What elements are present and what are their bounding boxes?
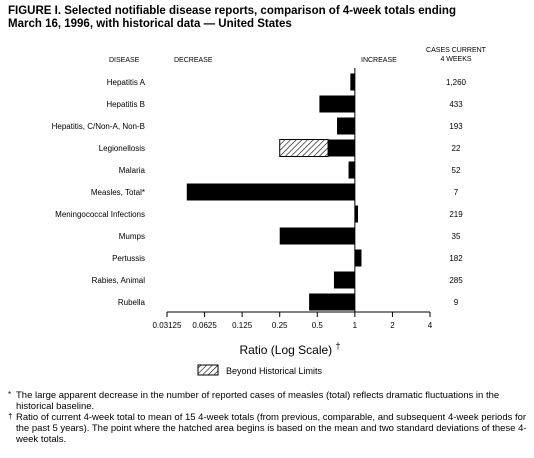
ratio-bar <box>186 183 355 201</box>
x-axis-label-text: Ratio (Log Scale) <box>239 343 332 357</box>
cases-value: 219 <box>449 210 463 219</box>
header-cases-line-1: CASES CURRENT <box>426 47 487 54</box>
header-increase: INCREASE <box>361 57 397 64</box>
cases-value: 52 <box>452 166 461 175</box>
chart-row: Meningococcal Infections 219 <box>55 205 463 223</box>
footnote-symbol: † <box>8 412 13 421</box>
chart-row: Rubella 9 <box>118 293 459 311</box>
x-axis-label-dagger: † <box>336 341 341 351</box>
ratio-bar <box>337 117 355 135</box>
cases-value: 193 <box>449 122 463 131</box>
footnote-measles: * The large apparent decrease in the num… <box>8 390 528 412</box>
x-tick-label: 0.125 <box>232 321 253 330</box>
chart-rows: Hepatitis A 1,260 Hepatitis B 433 Hepatitis,… <box>52 73 467 311</box>
cases-value: 182 <box>449 254 463 263</box>
figure-title-line-1: FIGURE I. Selected notifiable disease re… <box>8 5 456 17</box>
figure-title-line-2: March 16, 1996, with historical data — U… <box>8 18 292 30</box>
cases-value: 285 <box>449 276 463 285</box>
ratio-bar <box>354 205 359 223</box>
chart-row: Malaria 52 <box>119 161 461 179</box>
cases-value: 7 <box>454 188 459 197</box>
x-ticks: 0.03125 0.0625 0.125 0.25 0.5 1 2 4 <box>153 312 433 330</box>
x-tick-label: 1 <box>353 321 358 330</box>
cases-value: 35 <box>452 232 461 241</box>
chart-row: Measles, Total* 7 <box>91 183 459 201</box>
chart-row: Legionellosis 22 <box>99 139 461 157</box>
category-label: Hepatitis B <box>106 100 145 109</box>
header-disease: DISEASE <box>109 57 140 64</box>
footnote-ratio: † Ratio of current 4-week total to mean … <box>8 412 528 445</box>
chart-row: Hepatitis B 433 <box>106 95 463 113</box>
figure-title: FIGURE I. Selected notifiable disease re… <box>8 5 528 31</box>
footnote-text: Ratio of current 4-week total to mean of… <box>16 412 527 445</box>
ratio-bar <box>309 293 355 311</box>
header-decrease: DECREASE <box>174 57 213 64</box>
category-label: Legionellosis <box>99 144 145 153</box>
ratio-bar <box>354 249 362 267</box>
cases-value: 9 <box>454 298 459 307</box>
legend-label: Beyond Historical Limits <box>226 366 323 376</box>
cases-value: 433 <box>449 100 463 109</box>
category-label: Malaria <box>119 166 146 175</box>
category-label: Rabies, Animal <box>92 276 146 285</box>
x-tick-label: 0.0625 <box>192 321 217 330</box>
hatched-bar-segment <box>279 139 329 157</box>
category-label: Hepatitis, C/Non-A, Non-B <box>52 122 145 131</box>
chart-row: Mumps 35 <box>119 227 461 245</box>
ratio-bar <box>350 73 355 91</box>
cases-value: 22 <box>452 144 461 153</box>
x-tick-label: 2 <box>390 321 395 330</box>
ratio-bar <box>328 139 355 157</box>
chart-row: Hepatitis A 1,260 <box>107 73 467 91</box>
x-tick-label: 0.25 <box>272 321 288 330</box>
category-label: Rubella <box>118 298 146 307</box>
category-label: Mumps <box>119 232 145 241</box>
chart-row: Rabies, Animal 285 <box>92 271 463 289</box>
footnote-symbol: * <box>8 390 12 399</box>
x-tick-label: 4 <box>428 321 433 330</box>
cases-value: 1,260 <box>446 78 467 87</box>
x-tick-label: 0.03125 <box>153 321 182 330</box>
footnote-text: The large apparent decrease in the numbe… <box>16 390 500 412</box>
category-label: Pertussis <box>112 254 145 263</box>
category-label: Meningococcal Infections <box>55 210 145 219</box>
x-axis-label: Ratio (Log Scale) † <box>239 341 340 357</box>
footnotes: * The large apparent decrease in the num… <box>8 390 528 445</box>
chart-row: Hepatitis, C/Non-A, Non-B 193 <box>52 117 463 135</box>
disease-ratio-chart: DISEASE DECREASE INCREASE CASES CURRENT … <box>52 47 487 376</box>
chart-row: Pertussis 182 <box>112 249 463 267</box>
legend-hatch-swatch <box>197 364 219 376</box>
category-label: Hepatitis A <box>107 78 146 87</box>
ratio-bar <box>348 161 355 179</box>
category-label: Measles, Total* <box>91 188 145 197</box>
ratio-bar <box>279 227 355 245</box>
header-cases-line-2: 4 WEEKS <box>440 56 471 63</box>
ratio-bar <box>333 271 355 289</box>
x-tick-label: 0.5 <box>312 321 324 330</box>
ratio-bar <box>319 95 355 113</box>
